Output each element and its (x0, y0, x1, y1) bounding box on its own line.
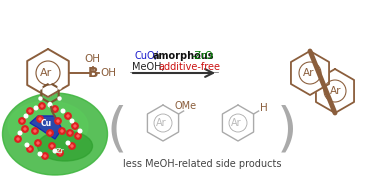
Circle shape (48, 103, 52, 107)
Text: Cu: Cu (40, 119, 51, 129)
Circle shape (21, 120, 23, 122)
Circle shape (48, 81, 51, 83)
Text: ₂: ₂ (209, 52, 213, 60)
Circle shape (61, 109, 65, 113)
Polygon shape (27, 49, 69, 97)
Circle shape (39, 86, 42, 89)
Text: B: B (87, 66, 98, 80)
Circle shape (70, 119, 74, 123)
Circle shape (35, 140, 41, 146)
Circle shape (49, 132, 51, 134)
Circle shape (72, 123, 78, 129)
Circle shape (61, 130, 63, 132)
Text: less MeOH-related side products: less MeOH-related side products (123, 159, 281, 169)
Circle shape (77, 135, 79, 137)
Circle shape (18, 131, 22, 135)
Text: Zr: Zr (56, 148, 64, 154)
Ellipse shape (37, 131, 93, 161)
Circle shape (34, 106, 38, 110)
Circle shape (29, 110, 31, 112)
Circle shape (19, 118, 25, 124)
Circle shape (48, 102, 51, 106)
Circle shape (29, 148, 31, 150)
Text: Ar: Ar (156, 118, 166, 128)
Text: Ar: Ar (303, 68, 315, 78)
Circle shape (42, 153, 48, 159)
Text: OMe: OMe (175, 101, 197, 111)
Circle shape (38, 152, 42, 156)
Circle shape (22, 126, 28, 132)
Circle shape (41, 105, 43, 107)
Circle shape (49, 143, 55, 149)
Circle shape (27, 146, 33, 152)
Polygon shape (222, 105, 254, 141)
Circle shape (24, 114, 28, 118)
Circle shape (17, 138, 19, 140)
Circle shape (44, 155, 46, 157)
Text: -ZrO: -ZrO (192, 51, 214, 61)
Polygon shape (30, 116, 62, 139)
Text: Ar: Ar (330, 86, 342, 96)
Text: H: H (260, 103, 268, 113)
Circle shape (39, 118, 41, 120)
Ellipse shape (8, 101, 88, 151)
Circle shape (71, 145, 73, 147)
Circle shape (66, 141, 70, 145)
Circle shape (69, 132, 71, 134)
Circle shape (69, 143, 75, 149)
Circle shape (39, 97, 42, 100)
Polygon shape (316, 69, 354, 113)
Circle shape (67, 130, 73, 136)
Text: ): ) (277, 105, 297, 157)
Text: OH: OH (85, 54, 101, 64)
Text: (: ( (107, 105, 127, 157)
Circle shape (15, 136, 21, 142)
Circle shape (34, 130, 36, 132)
Text: Ar: Ar (40, 68, 52, 78)
Text: CuO/: CuO/ (135, 51, 158, 61)
Circle shape (52, 106, 58, 112)
Circle shape (51, 145, 53, 147)
Circle shape (67, 115, 69, 117)
Circle shape (55, 118, 61, 124)
Text: amorphous: amorphous (152, 51, 214, 61)
Text: MeOH,: MeOH, (132, 62, 168, 72)
Circle shape (57, 120, 59, 122)
Circle shape (37, 142, 39, 144)
Polygon shape (291, 51, 329, 95)
Text: Ar: Ar (231, 118, 241, 128)
Circle shape (59, 128, 65, 134)
Circle shape (74, 125, 76, 127)
Polygon shape (147, 105, 178, 141)
Circle shape (24, 128, 26, 130)
Circle shape (32, 128, 38, 134)
Text: OH: OH (101, 68, 117, 78)
Circle shape (37, 116, 43, 122)
Circle shape (25, 143, 29, 147)
Circle shape (65, 113, 71, 119)
Circle shape (58, 86, 61, 89)
Circle shape (54, 108, 56, 110)
Circle shape (47, 130, 53, 136)
Ellipse shape (3, 93, 107, 175)
Text: additive-free: additive-free (158, 62, 221, 72)
Circle shape (78, 129, 82, 133)
Circle shape (75, 133, 81, 139)
Circle shape (39, 103, 45, 109)
Circle shape (59, 152, 61, 154)
Circle shape (27, 108, 33, 114)
Circle shape (57, 150, 63, 156)
Circle shape (53, 149, 57, 153)
Circle shape (58, 97, 61, 100)
